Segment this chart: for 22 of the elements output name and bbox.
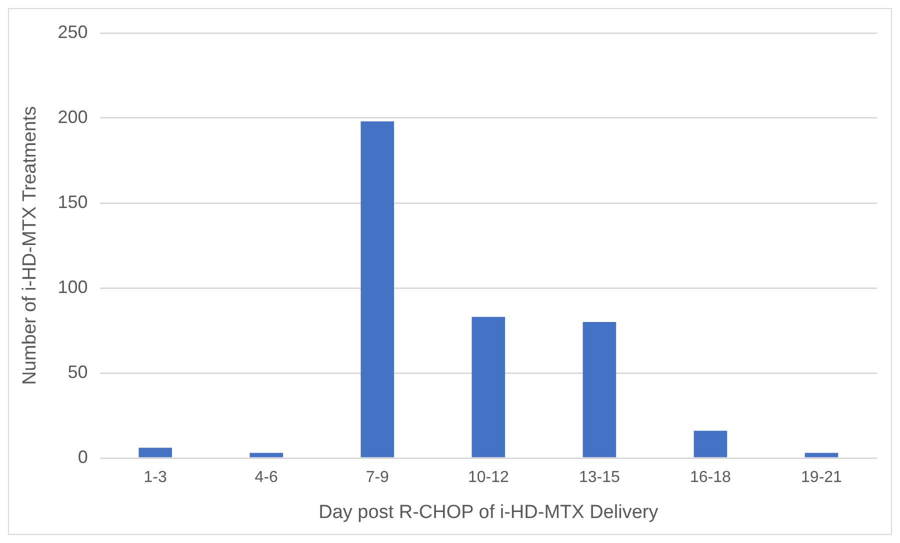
x-tick-label: 4-6 bbox=[254, 469, 278, 486]
x-tick-label: 13-15 bbox=[578, 469, 620, 486]
bar bbox=[804, 452, 838, 458]
y-axis-title: Number of i-HD-MTX Treatments bbox=[20, 106, 41, 385]
bar bbox=[694, 430, 728, 458]
x-tick-label: 16-18 bbox=[690, 469, 732, 486]
x-tick-label: 1-3 bbox=[144, 469, 168, 486]
bar bbox=[582, 322, 616, 458]
y-tick-label: 50 bbox=[68, 362, 88, 382]
y-tick-label: 0 bbox=[78, 446, 88, 467]
bar bbox=[360, 121, 394, 458]
y-tick-label: 250 bbox=[58, 22, 88, 42]
y-tick-label: 100 bbox=[58, 276, 88, 297]
x-axis-title: Day post R-CHOP of i-HD-MTX Delivery bbox=[318, 502, 659, 523]
y-tick-label: 150 bbox=[58, 192, 88, 212]
bar bbox=[138, 448, 172, 458]
x-tick-label: 10-12 bbox=[468, 469, 509, 486]
x-tick-label: 7-9 bbox=[366, 469, 390, 486]
bar bbox=[472, 316, 506, 458]
bar bbox=[250, 452, 284, 458]
y-tick-label: 200 bbox=[58, 106, 88, 127]
x-tick-label: 19-21 bbox=[801, 469, 842, 486]
